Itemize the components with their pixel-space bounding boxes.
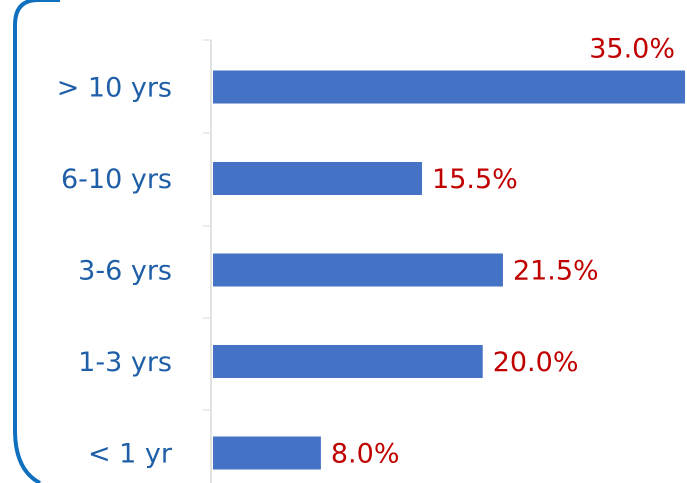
- frame: [13, 0, 60, 483]
- axis-ticks: [203, 39, 211, 411]
- category-label: < 1 yr: [88, 439, 173, 470]
- value-label: 35.0%: [589, 34, 675, 65]
- bar: [213, 436, 321, 470]
- category-label: 6-10 yrs: [61, 164, 172, 195]
- bar: [213, 253, 503, 287]
- category-label: 1-3 yrs: [78, 347, 172, 378]
- value-label: 21.5%: [513, 256, 599, 287]
- bar: [213, 345, 483, 378]
- bar: [213, 70, 685, 104]
- category-label: > 10 yrs: [57, 73, 172, 104]
- category-label: 3-6 yrs: [78, 256, 172, 287]
- bar: [213, 162, 423, 195]
- value-label: 20.0%: [493, 347, 579, 378]
- value-label: 8.0%: [331, 439, 400, 470]
- value-label: 15.5%: [432, 164, 518, 195]
